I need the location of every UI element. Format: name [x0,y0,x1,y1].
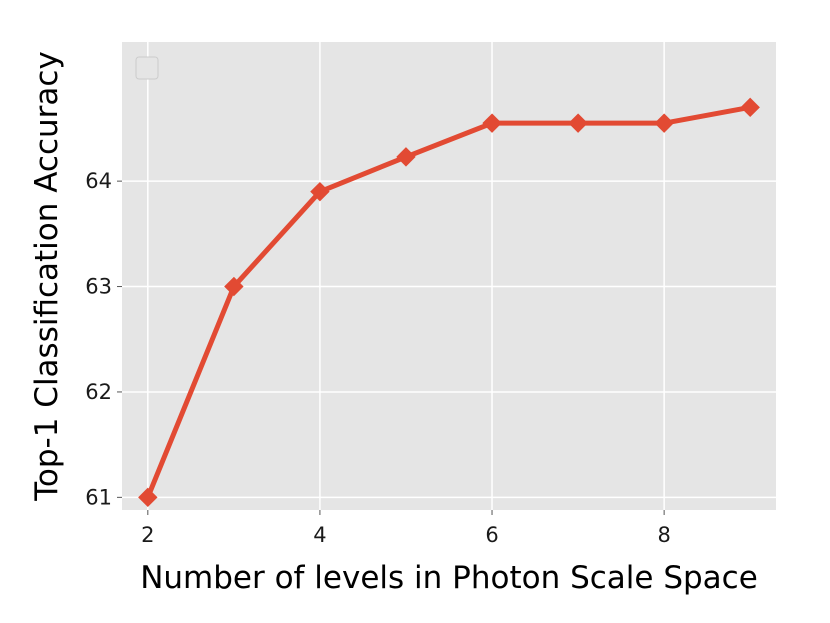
data-point-marker [224,276,244,297]
y-axis-ticks: 61 62 63 64 [85,169,122,509]
x-tick-label: 6 [485,523,498,547]
data-point-marker [138,487,158,508]
legend-box [135,56,159,80]
x-tick-label: 2 [141,523,154,547]
data-point-marker [740,97,760,118]
y-tick-label: 64 [85,169,112,193]
x-axis-ticks: 2 4 6 8 [141,510,671,547]
x-tick-label: 4 [313,523,326,547]
x-axis-title: Number of levels in Photon Scale Space [140,560,758,596]
data-point-marker [396,147,416,167]
series-markers [138,97,760,508]
legend [135,56,159,80]
plot-area [122,42,776,510]
y-tick-label: 63 [85,275,112,299]
y-tick-label: 62 [85,380,112,404]
series-accuracy [145,104,753,500]
y-tick-label: 61 [85,485,112,509]
data-point-marker [654,113,674,133]
y-axis-title: Top-1 Classification Accuracy [29,51,65,502]
data-point-marker [310,181,330,202]
data-point-marker [482,113,502,133]
data-point-marker [568,113,588,133]
series-line [145,104,753,500]
x-tick-label: 8 [657,523,670,547]
